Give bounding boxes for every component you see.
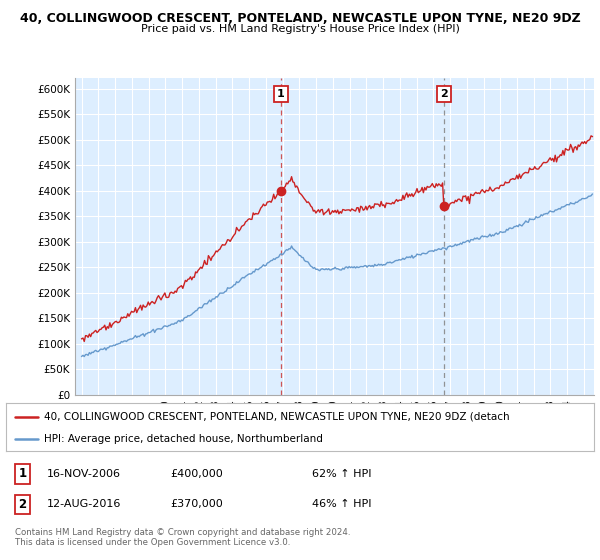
Text: £370,000: £370,000	[170, 500, 223, 510]
Text: 40, COLLINGWOOD CRESCENT, PONTELAND, NEWCASTLE UPON TYNE, NE20 9DZ: 40, COLLINGWOOD CRESCENT, PONTELAND, NEW…	[20, 12, 580, 25]
Text: 1: 1	[19, 467, 26, 480]
Text: 62% ↑ HPI: 62% ↑ HPI	[312, 469, 371, 479]
Text: 2: 2	[19, 498, 26, 511]
Text: HPI: Average price, detached house, Northumberland: HPI: Average price, detached house, Nort…	[44, 434, 323, 444]
Text: 46% ↑ HPI: 46% ↑ HPI	[312, 500, 371, 510]
Text: 2: 2	[440, 88, 448, 99]
Text: 40, COLLINGWOOD CRESCENT, PONTELAND, NEWCASTLE UPON TYNE, NE20 9DZ (detach: 40, COLLINGWOOD CRESCENT, PONTELAND, NEW…	[44, 412, 510, 422]
Text: 12-AUG-2016: 12-AUG-2016	[47, 500, 122, 510]
Text: £400,000: £400,000	[170, 469, 223, 479]
Text: 16-NOV-2006: 16-NOV-2006	[47, 469, 121, 479]
Text: Contains HM Land Registry data © Crown copyright and database right 2024.
This d: Contains HM Land Registry data © Crown c…	[15, 528, 350, 547]
Text: 1: 1	[277, 88, 284, 99]
Text: Price paid vs. HM Land Registry's House Price Index (HPI): Price paid vs. HM Land Registry's House …	[140, 24, 460, 34]
